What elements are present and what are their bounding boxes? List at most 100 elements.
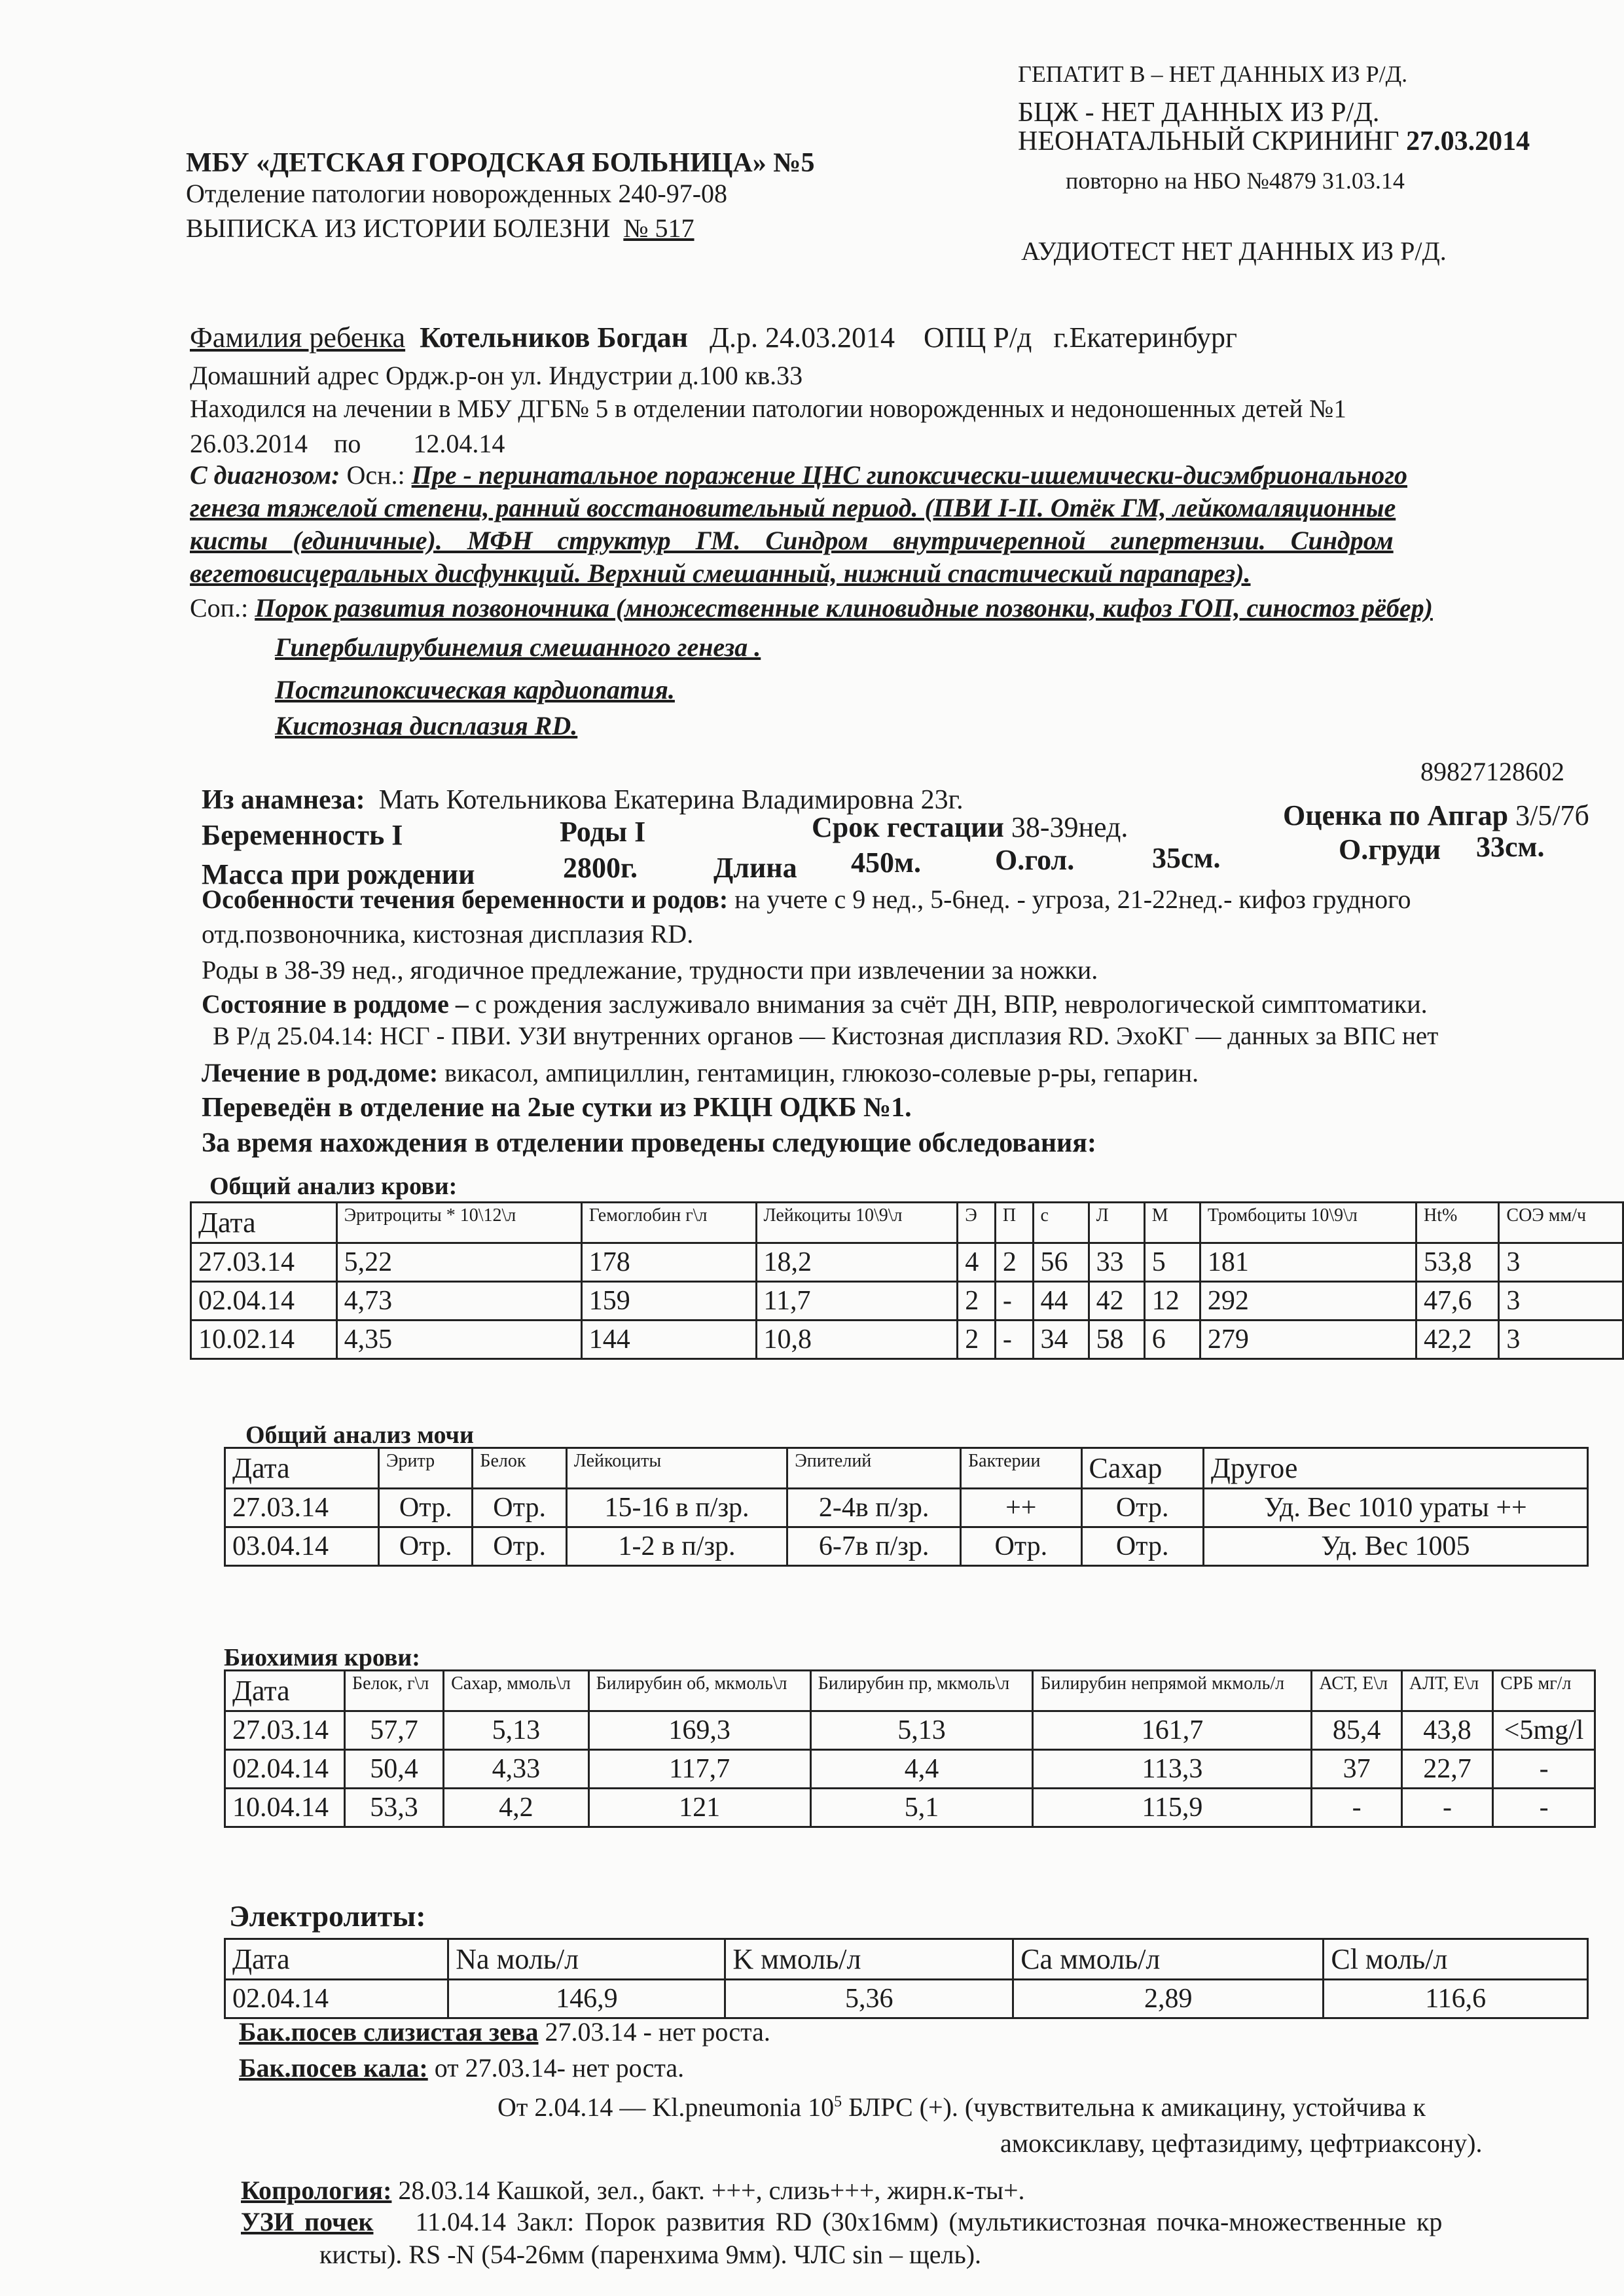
table-cell: 42,2 [1415,1319,1500,1360]
table-cell: 4,4 [809,1749,1034,1789]
hospital-name: МБУ «ДЕТСКАЯ ГОРОДСКАЯ БОЛЬНИЦА» №5 [186,148,815,178]
birth-mass: 2800г. [563,852,638,884]
table-cell: 117,7 [587,1749,812,1789]
table-cell: 03.04.14 [223,1526,380,1567]
column-header: Билирубин непрямой мкмоль/л [1032,1669,1313,1712]
stool-culture: Бак.посев кала: от 27.03.14- нет роста. [239,2052,684,2083]
table-cell: 27.03.14 [190,1242,338,1283]
table-cell: Уд. Вес 1005 [1202,1526,1589,1567]
head-label: О.гол. [995,844,1075,876]
table-cell: 34 [1032,1319,1090,1360]
table-cell: 2 [994,1242,1034,1283]
column-header: АЛТ, Е\л [1400,1669,1494,1712]
column-header: Билирубин пр, мкмоль\л [809,1669,1034,1712]
table-cell: 4 [956,1242,996,1283]
table-cell: ++ [960,1487,1083,1528]
column-header: Дата [223,1669,346,1712]
births: Роды I [560,816,646,848]
main-line-3: вегетовисцеральных дисфункций. Верхний с… [190,558,1251,588]
table-cell: 3 [1498,1242,1624,1283]
document-title: ВЫПИСКА ИЗ ИСТОРИИ БОЛЕЗНИ № 517 [186,213,695,244]
diagnosis-label: С диагнозом: [190,460,340,490]
urine-title: Общий анализ мочи [245,1421,474,1449]
patient-name: Котельников Богдан [420,321,688,354]
table-cell: 116,6 [1322,1978,1589,2019]
anamnesis-label: Из анамнеза: [202,785,365,815]
sec-line-0: Порок развития позвоночника (множественн… [255,593,1433,623]
table-cell: 42 [1087,1281,1146,1321]
pregnancy: Беременность I [202,819,403,851]
table-cell: 5,22 [335,1242,583,1283]
treatment-label: Лечение в род.доме: [202,1058,439,1087]
column-header: Лейкоциты [565,1447,789,1489]
maternity-treatment: Лечение в род.доме: викасол, ампициллин,… [202,1057,1199,1088]
table-cell: 02.04.14 [223,1978,450,2019]
table-cell: 169,3 [587,1710,812,1751]
table-cell: 121 [587,1787,812,1828]
column-header: с [1032,1201,1090,1244]
column-header: Сахар [1080,1447,1204,1489]
column-header: Лейкоциты 10\9\л [755,1201,959,1244]
table-cell: 161,7 [1032,1710,1313,1751]
column-header: Сахар, ммоль\л [442,1669,590,1712]
table-cell: 53,3 [344,1787,445,1828]
patient-line: Фамилия ребенка Котельников Богдан Д.р. … [190,321,1237,354]
table-cell: 146,9 [447,1978,727,2019]
apgar-label: Оценка по Апгар [1283,799,1509,831]
copro-result: 28.03.14 Кашкой, зел., бакт. +++, слизь+… [398,2176,1025,2205]
table-cell: 44 [1032,1281,1090,1321]
column-header: Бактерии [960,1447,1083,1489]
column-header: Э [956,1201,996,1244]
course-label: Особенности течения беременности и родов… [202,884,729,914]
period: 26.03.2014 по 12.04.14 [190,429,505,458]
column-header: Другое [1202,1447,1589,1489]
column-header: Белок, г\л [344,1669,445,1712]
address: Домашний адрес Ордж.р-он ул. Индустрии д… [190,361,803,390]
table-cell: 43,8 [1400,1710,1494,1751]
column-header: Гемоглобин г\л [580,1201,757,1244]
delivery: Роды в 38-39 нед., ягодичное предлежание… [202,955,1098,985]
table-cell: 37 [1310,1749,1403,1789]
rd-exam: В Р/д 25.04.14: НСГ - ПВИ. УЗИ внутренни… [213,1022,1439,1050]
stool-result: от 27.03.14- нет роста. [434,2053,685,2083]
treatment: викасол, ампициллин, гентамицин, глюкозо… [444,1058,1199,1087]
column-header: K ммоль/л [724,1938,1015,1980]
course: на учете с 9 нед., 5-6нед. - угроза, 21-… [734,884,1411,914]
diagnosis-main: С диагнозом: Осн.: Пре - перинатальное п… [190,460,1407,490]
column-header: Ht% [1415,1201,1500,1244]
stool-result-2: От 2.04.14 — Kl.pneumonia 105 БЛРС (+). … [497,2092,1426,2123]
pregnancy-course: Особенности течения беременности и родов… [202,884,1411,915]
table-cell: 181 [1199,1242,1418,1283]
table-cell: Отр. [960,1526,1083,1567]
table-row: 27.03.14 57,7 5,13 169,3 5,13 161,7 85,4 43,8 <5… [223,1710,1596,1751]
screening-label: НЕОНАТАЛЬНЫЙ СКРИНИНГ [1018,126,1399,156]
mother-line: Из анамнеза: Мать Котельникова Екатерина… [202,784,964,816]
table-cell: 6-7в п/зр. [786,1526,962,1567]
column-header: Эпителий [786,1447,962,1489]
table-row: 02.04.14 146,9 5,36 2,89 116,6 [223,1978,1589,2019]
kidney-us-2: кисты). RS -N (54-26мм (паренхима 9мм). … [319,2240,982,2269]
table-cell: 115,9 [1032,1787,1313,1828]
sec-line-3: Кистозная дисплазия RD. [275,711,578,740]
table-cell: - [1492,1749,1596,1789]
exams-intro: За время нахождения в отделении проведен… [202,1128,1096,1158]
table-cell: 1-2 в п/зр. [565,1526,789,1567]
table-cell: 5 [1143,1242,1201,1283]
gestation-label: Срок гестации [812,811,1004,843]
table-cell: <5mg/l [1492,1710,1596,1751]
column-header: Ca ммоль/л [1012,1938,1325,1980]
header-row: Дата Эритроциты * 10\12\л Гемоглобин г\л Ле… [190,1201,1624,1244]
table-cell: 12 [1143,1281,1201,1321]
dob: Д.р. 24.03.2014 [709,321,895,354]
main-line-2: кисты (единичные). МФН структур ГМ. Синд… [190,526,1394,555]
table-cell: 15-16 в п/зр. [565,1487,789,1528]
table-cell: - [994,1319,1034,1360]
header-row: Дата Белок, г\л Сахар, ммоль\л Билирубин об… [223,1669,1596,1712]
table-cell: 3 [1498,1319,1624,1360]
table-cell: Отр. [1080,1526,1204,1567]
urine-table: Дата Эритр Белок Лейкоциты Эпителий Бактерии С… [223,1447,1589,1567]
table-cell: - [1400,1787,1494,1828]
state-label: Состояние в роддоме – [202,989,469,1019]
doc-number: № 517 [623,213,695,243]
table-cell: 279 [1199,1319,1418,1360]
